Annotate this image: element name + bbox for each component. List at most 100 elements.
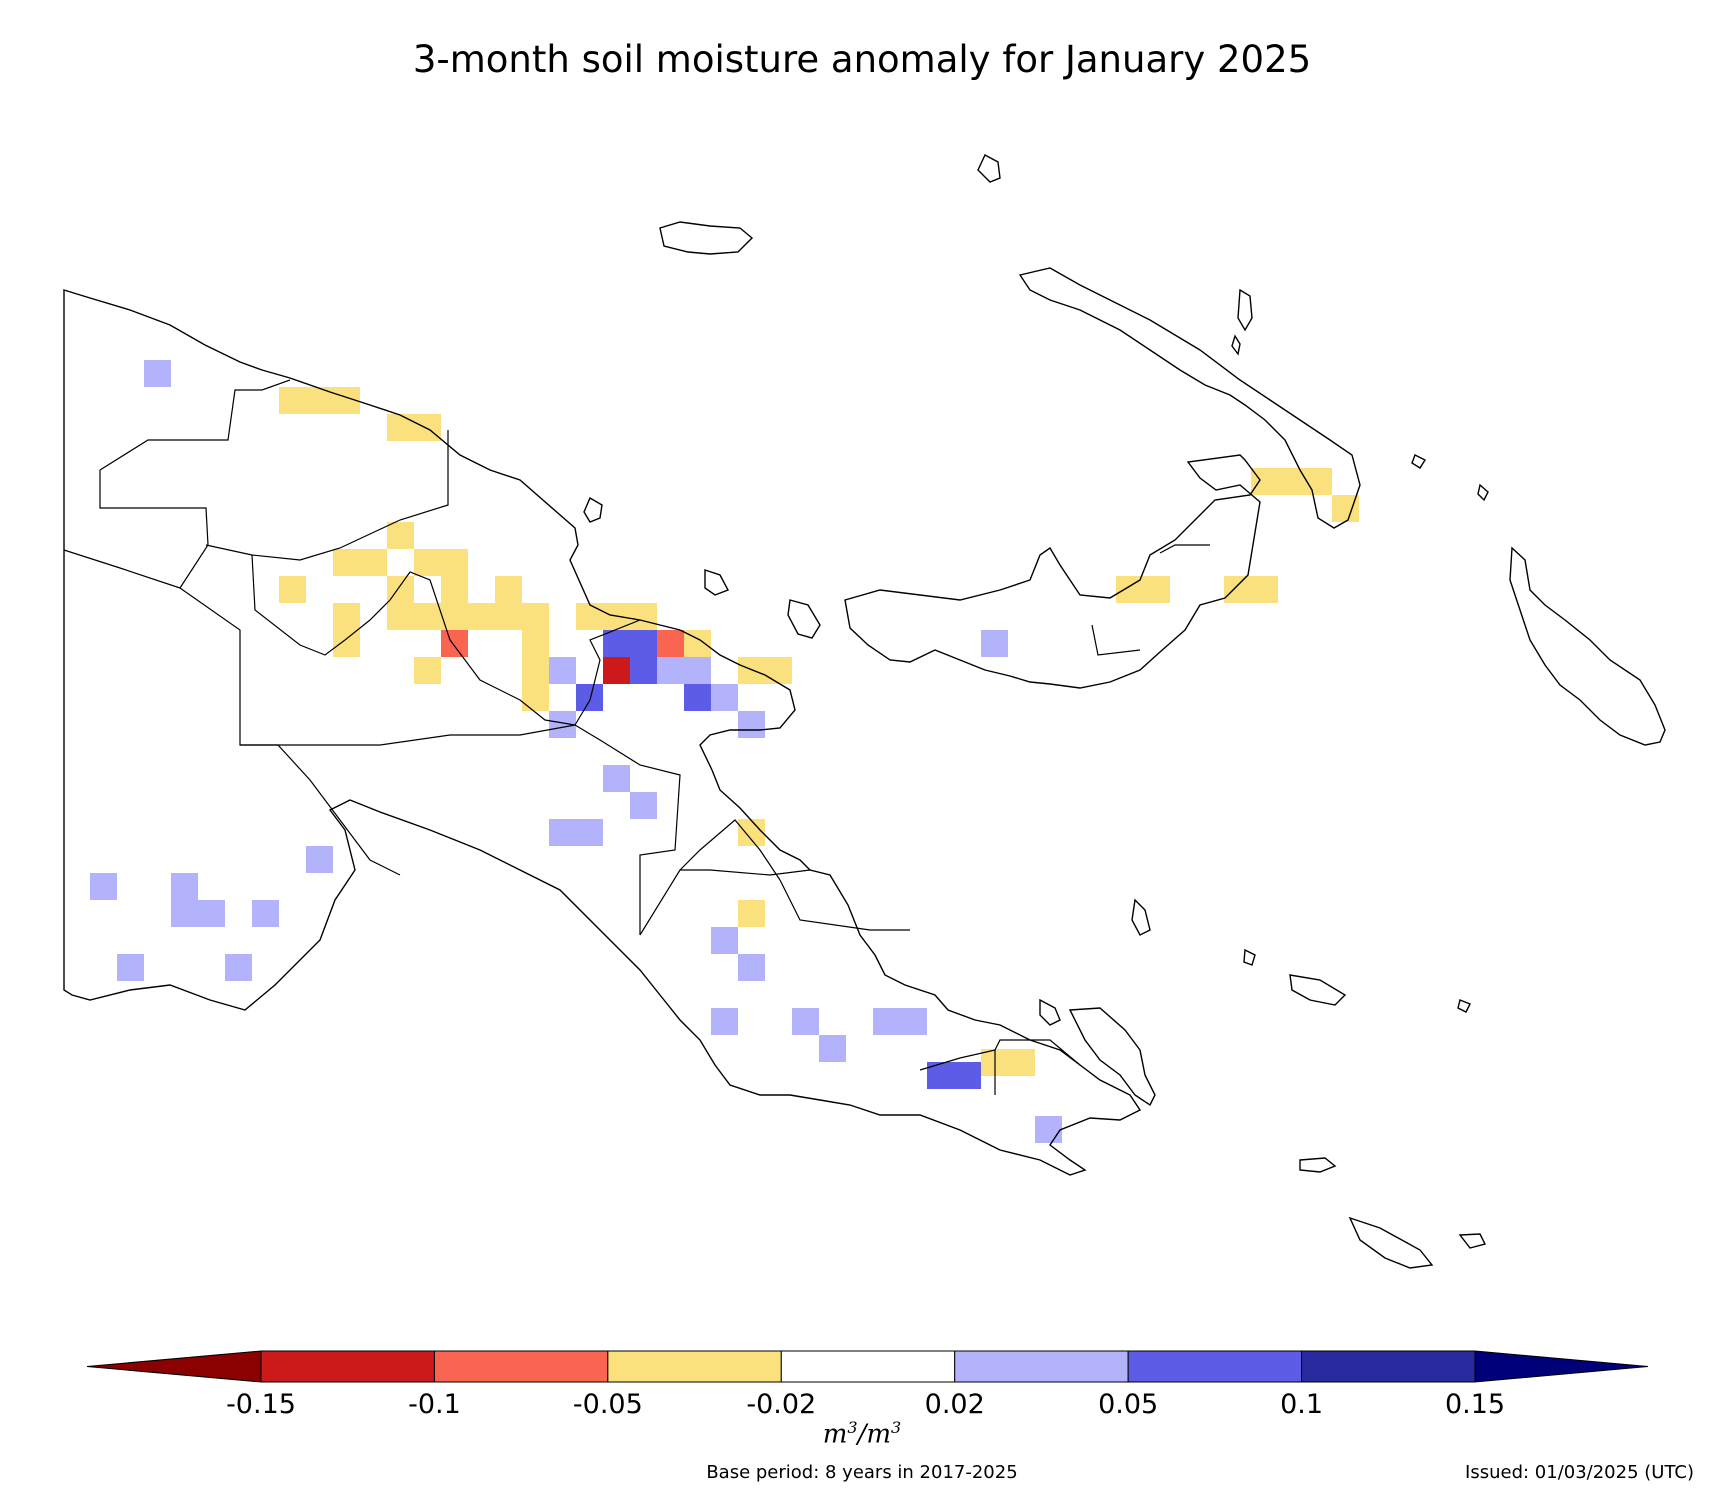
anomaly-cell <box>765 657 792 684</box>
anomaly-cell <box>738 954 765 981</box>
anomaly-cell <box>738 819 765 846</box>
anomaly-cell <box>333 630 360 657</box>
colorbar-extend-max <box>1474 1350 1649 1383</box>
anomaly-cell <box>657 630 684 657</box>
anomaly-cell <box>441 630 468 657</box>
anomaly-cell <box>441 549 468 576</box>
bougainville-coastline <box>1509 546 1666 746</box>
anomaly-cell <box>1278 468 1305 495</box>
anomaly-cell <box>684 684 711 711</box>
anomaly-cell <box>927 1062 954 1089</box>
anomaly-cell <box>1305 468 1332 495</box>
colorbar-segment <box>1127 1350 1303 1383</box>
anomaly-cell <box>1251 468 1278 495</box>
anomaly-cell <box>738 657 765 684</box>
anomaly-cell <box>819 1035 846 1062</box>
colorbar-segment <box>433 1350 609 1383</box>
anomaly-cell <box>738 900 765 927</box>
anomaly-cell <box>873 1008 900 1035</box>
anomaly-cell <box>279 387 306 414</box>
anomaly-cell <box>711 927 738 954</box>
anomaly-cell <box>495 576 522 603</box>
anomaly-cell <box>549 819 576 846</box>
anomaly-cell <box>576 603 603 630</box>
anomaly-cell <box>576 684 603 711</box>
anomaly-cell <box>333 549 360 576</box>
anomaly-cell <box>657 657 684 684</box>
anomaly-cell <box>576 819 603 846</box>
issued-date: Issued: 01/03/2025 (UTC) <box>1465 1462 1694 1483</box>
anomaly-cell <box>954 1062 981 1089</box>
anomaly-cell <box>171 900 198 927</box>
anomaly-cell <box>171 873 198 900</box>
map-title: 3-month soil moisture anomaly for Januar… <box>412 38 1312 81</box>
colorbar: -0.15 -0.1 -0.05 -0.02 0.02 0.05 0.1 0.15 <box>86 1350 1649 1420</box>
colorbar-tick-label: 0.02 <box>925 1389 985 1420</box>
anomaly-cell <box>198 900 225 927</box>
anomaly-cell <box>630 603 657 630</box>
manus-coastline <box>659 221 754 255</box>
colorbar-tick-label: 0.05 <box>1098 1389 1158 1420</box>
colorbar-extend-min <box>86 1350 262 1383</box>
colorbar-units-label: m3/m3 <box>822 1418 902 1450</box>
coastlines <box>63 154 1666 1269</box>
colorbar-segment <box>780 1350 956 1383</box>
anomaly-cell <box>495 603 522 630</box>
anomaly-cell <box>630 657 657 684</box>
anomaly-cell <box>414 603 441 630</box>
anomaly-cell <box>387 522 414 549</box>
anomaly-cell <box>90 873 117 900</box>
anomaly-cell <box>1143 576 1170 603</box>
colorbar-tick-label: 0.1 <box>1280 1389 1323 1420</box>
anomaly-cell <box>522 630 549 657</box>
anomaly-cell <box>549 657 576 684</box>
anomaly-cell <box>414 414 441 441</box>
anomaly-cell <box>1224 576 1251 603</box>
anomaly-cell <box>900 1008 927 1035</box>
anomaly-cell <box>981 630 1008 657</box>
anomaly-cell <box>414 549 441 576</box>
anomaly-cell <box>333 603 360 630</box>
anomaly-cell <box>306 846 333 873</box>
anomaly-cell <box>414 657 441 684</box>
anomaly-cell <box>441 576 468 603</box>
province-boundaries <box>63 379 1210 1095</box>
anomaly-cell <box>117 954 144 981</box>
colorbar-tick-label: -0.02 <box>746 1389 816 1420</box>
colorbar-segment <box>607 1350 782 1383</box>
anomaly-cell <box>468 603 495 630</box>
anomaly-cell <box>603 765 630 792</box>
colorbar-tick-label: 0.15 <box>1445 1389 1505 1420</box>
colorbar-tick-label: -0.05 <box>573 1389 643 1420</box>
new-britain-coastline <box>844 454 1261 689</box>
colorbar-segment <box>1301 1350 1476 1383</box>
anomaly-cell <box>225 954 252 981</box>
anomaly-cell <box>522 603 549 630</box>
anomaly-cell <box>1008 1049 1035 1076</box>
anomaly-cell <box>360 549 387 576</box>
anomaly-cell <box>522 684 549 711</box>
anomaly-cell <box>738 711 765 738</box>
mainland-coastline <box>63 289 1142 1176</box>
anomaly-cell <box>603 657 630 684</box>
anomaly-cell <box>684 657 711 684</box>
anomaly-grid <box>90 360 1359 1143</box>
base-period-note: Base period: 8 years in 2017-2025 <box>706 1462 1018 1483</box>
anomaly-cell <box>711 1008 738 1035</box>
anomaly-cell <box>387 603 414 630</box>
anomaly-cell <box>1035 1116 1062 1143</box>
colorbar-segment <box>260 1350 435 1383</box>
anomaly-cell <box>603 630 630 657</box>
anomaly-cell <box>630 630 657 657</box>
anomaly-cell <box>279 576 306 603</box>
colorbar-tick-label: -0.15 <box>226 1389 296 1420</box>
anomaly-cell <box>1251 576 1278 603</box>
anomaly-cell <box>522 657 549 684</box>
colorbar-segment <box>954 1350 1129 1383</box>
anomaly-cell <box>711 684 738 711</box>
new-ireland-coastline <box>1018 267 1361 529</box>
colorbar-tick-label: -0.1 <box>408 1389 461 1420</box>
anomaly-cell <box>144 360 171 387</box>
anomaly-cell <box>387 414 414 441</box>
